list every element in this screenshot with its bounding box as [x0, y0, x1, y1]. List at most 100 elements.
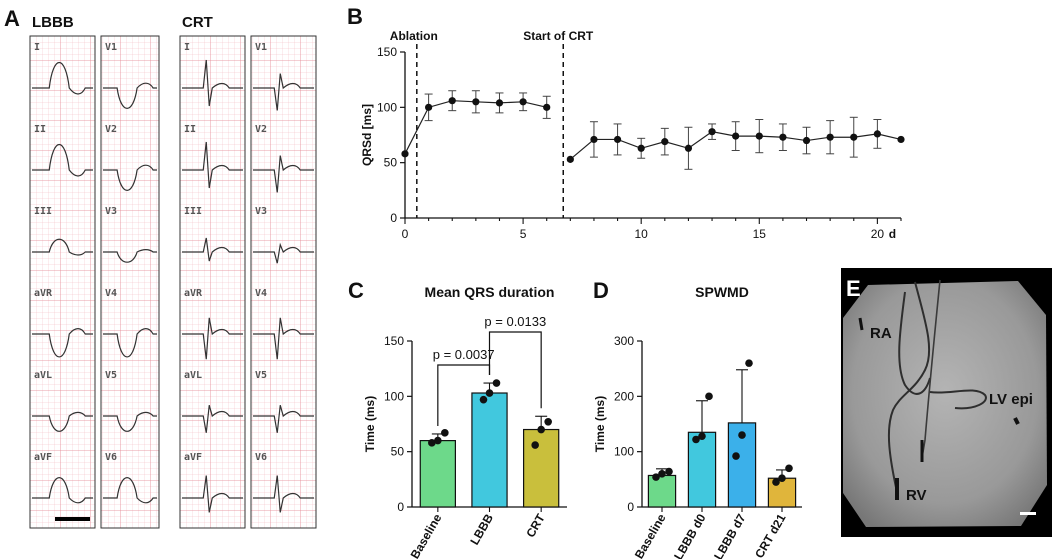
chart-c-y-tick-label: 0: [397, 500, 404, 514]
b-data-point: [826, 133, 834, 141]
lead-label-v6: V6: [105, 452, 117, 463]
b-data-point: [472, 98, 480, 106]
chart-d-data-point: [778, 474, 786, 483]
ecg-trace-crt-limb-avl: [182, 405, 243, 433]
b-y-tick-label: 50: [384, 156, 398, 170]
b-x-unit: d: [889, 227, 896, 241]
ecg-trace-lbbb-limb-ii: [32, 144, 93, 177]
ecg-trace-crt-limb-avr: [182, 317, 243, 360]
b-y-axis-title: QRSd [ms]: [360, 104, 374, 166]
chart-c-data-point: [531, 441, 539, 449]
panel-b-letter: B: [347, 4, 363, 29]
lead-label-i: I: [184, 42, 190, 53]
xray-label-ra: RA: [870, 325, 892, 342]
panel-c-letter: C: [348, 278, 364, 303]
chart-d-data-point: [658, 470, 666, 478]
lv-epi-marker: [1013, 417, 1020, 425]
qrsd-line-chart: 0 50 100 150 0 5 10 15 20 d QRSd [ms] Ablation Start…: [360, 29, 905, 241]
ecg-trace-lbbb-chest-v6: [103, 477, 157, 504]
lead-label-iii: III: [184, 206, 202, 217]
b-data-point: [755, 132, 763, 140]
ecg-trace-lbbb-limb-avf: [32, 477, 93, 504]
b-data-point: [732, 132, 740, 140]
chart-d-y-axis-title: Time (ms): [593, 396, 607, 452]
chart-c-comparison-label: p = 0.0133: [484, 314, 546, 329]
ecg-traces: [32, 59, 314, 513]
chart-d-data-point: [705, 392, 713, 401]
lead-label-avl: aVL: [34, 370, 52, 381]
b-data-point: [779, 133, 787, 141]
b-data-point: [897, 135, 905, 144]
ecg-trace-crt-limb-ii: [182, 141, 243, 189]
chart-c-y-tick-label: 150: [384, 334, 404, 348]
xray-label-lv-epi: LV epi: [989, 391, 1033, 408]
ecg-trace-lbbb-limb-avl: [32, 411, 93, 432]
chart-d-data-point: [652, 473, 660, 481]
chart-d-x-tick-label: LBBB d0: [671, 511, 709, 559]
b-data-point: [637, 144, 645, 152]
ecg-strip-crt-limb: [179, 35, 246, 529]
chart-d-y-tick-label: 100: [614, 445, 634, 459]
chart-c-data-point: [441, 429, 449, 437]
lead-label-v4: V4: [105, 288, 117, 299]
b-x-tick-label: 15: [753, 227, 767, 241]
chart-c-bar-crt: [522, 428, 560, 508]
chart-d-y-tick-label: 200: [614, 389, 634, 403]
lead-label-v4: V4: [255, 288, 267, 299]
ecg-trace-crt-chest-v3: [253, 242, 314, 264]
b-data-point: [495, 99, 504, 107]
lbbb-group-title: LBBB: [32, 14, 74, 31]
b-data-point: [661, 138, 669, 146]
lead-label-avr: aVR: [34, 288, 53, 299]
chart-d-data-point: [665, 467, 673, 476]
b-x-tick-label: 10: [635, 227, 649, 241]
chart-c-bar-baseline: [419, 440, 456, 508]
crt-group-title: CRT: [182, 14, 213, 31]
b-data-point: [519, 98, 527, 106]
lead-label-v6: V6: [255, 452, 267, 463]
panel-e-fluoroscopy: RA RV LV epi E: [841, 268, 1052, 537]
chart-d-data-point: [745, 359, 753, 367]
b-data-point: [850, 133, 858, 141]
b-x-tick-label: 5: [520, 227, 527, 241]
ecg-trace-crt-chest-v1: [253, 73, 314, 111]
mean-qrs-bar-chart: Mean QRS duration 0 50 100 150 Time (ms) Basel…: [363, 284, 567, 559]
rv-lead: [887, 281, 931, 493]
ecg-trace-lbbb-limb-iii: [32, 238, 93, 256]
xray-label-rv: RV: [906, 487, 927, 504]
lead-label-ii: II: [34, 124, 46, 135]
ecg-trace-lbbb-limb-avr: [32, 328, 93, 358]
ecg-trace-crt-limb-avf: [182, 475, 243, 513]
chart-c-data-point: [479, 395, 488, 404]
ecg-trace-crt-chest-v2: [253, 155, 314, 193]
chart-c-y-tick-label: 100: [384, 389, 404, 403]
lead-label-ii: II: [184, 124, 196, 135]
b-x-tick-label: 0: [402, 227, 409, 241]
chart-c-x-tick-label: LBBB: [467, 511, 496, 547]
lead-label-i: I: [34, 42, 40, 53]
ecg-lead-labels: IIIIIIaVRaVLaVFV1V2V3V4V5V6IIIIIIaVRaVLa…: [34, 42, 267, 463]
chart-c-data-point: [544, 417, 552, 426]
panel-b-chart: B 0 50 100 150 0 5 10 15 20 d QRSd [ms] Ablation Sta…: [347, 4, 905, 241]
catheter: [921, 279, 941, 459]
panel-c-chart: C Mean QRS duration 0 50 100 150 Time (ms) Bas…: [348, 278, 567, 559]
ecg-strip-crt-chest: [250, 35, 317, 529]
chart-d-bar-baseline: [647, 474, 677, 508]
ra-lead: [898, 291, 931, 395]
chart-c-x-tick-label: Baseline: [408, 511, 445, 559]
panel-d-letter: D: [593, 278, 609, 303]
chart-d-x-tick-label: CRT d21: [752, 511, 789, 559]
ecg-trace-crt-chest-v6: [253, 475, 314, 513]
lv-lead: [929, 389, 987, 410]
lead-label-v2: V2: [105, 124, 117, 135]
chart-d-bar-lbbb-d0: [687, 431, 717, 508]
chart-d-data-point: [738, 431, 746, 439]
chart-c-data-point: [485, 389, 494, 397]
ecg-trace-lbbb-chest-v1: [103, 82, 157, 109]
lead-label-avf: aVF: [34, 452, 52, 463]
ecg-trace-lbbb-chest-v2: [103, 164, 157, 191]
b-data-point: [802, 136, 811, 145]
b-data-point: [684, 144, 693, 152]
ecg-strip-lbbb-chest: [100, 35, 160, 529]
